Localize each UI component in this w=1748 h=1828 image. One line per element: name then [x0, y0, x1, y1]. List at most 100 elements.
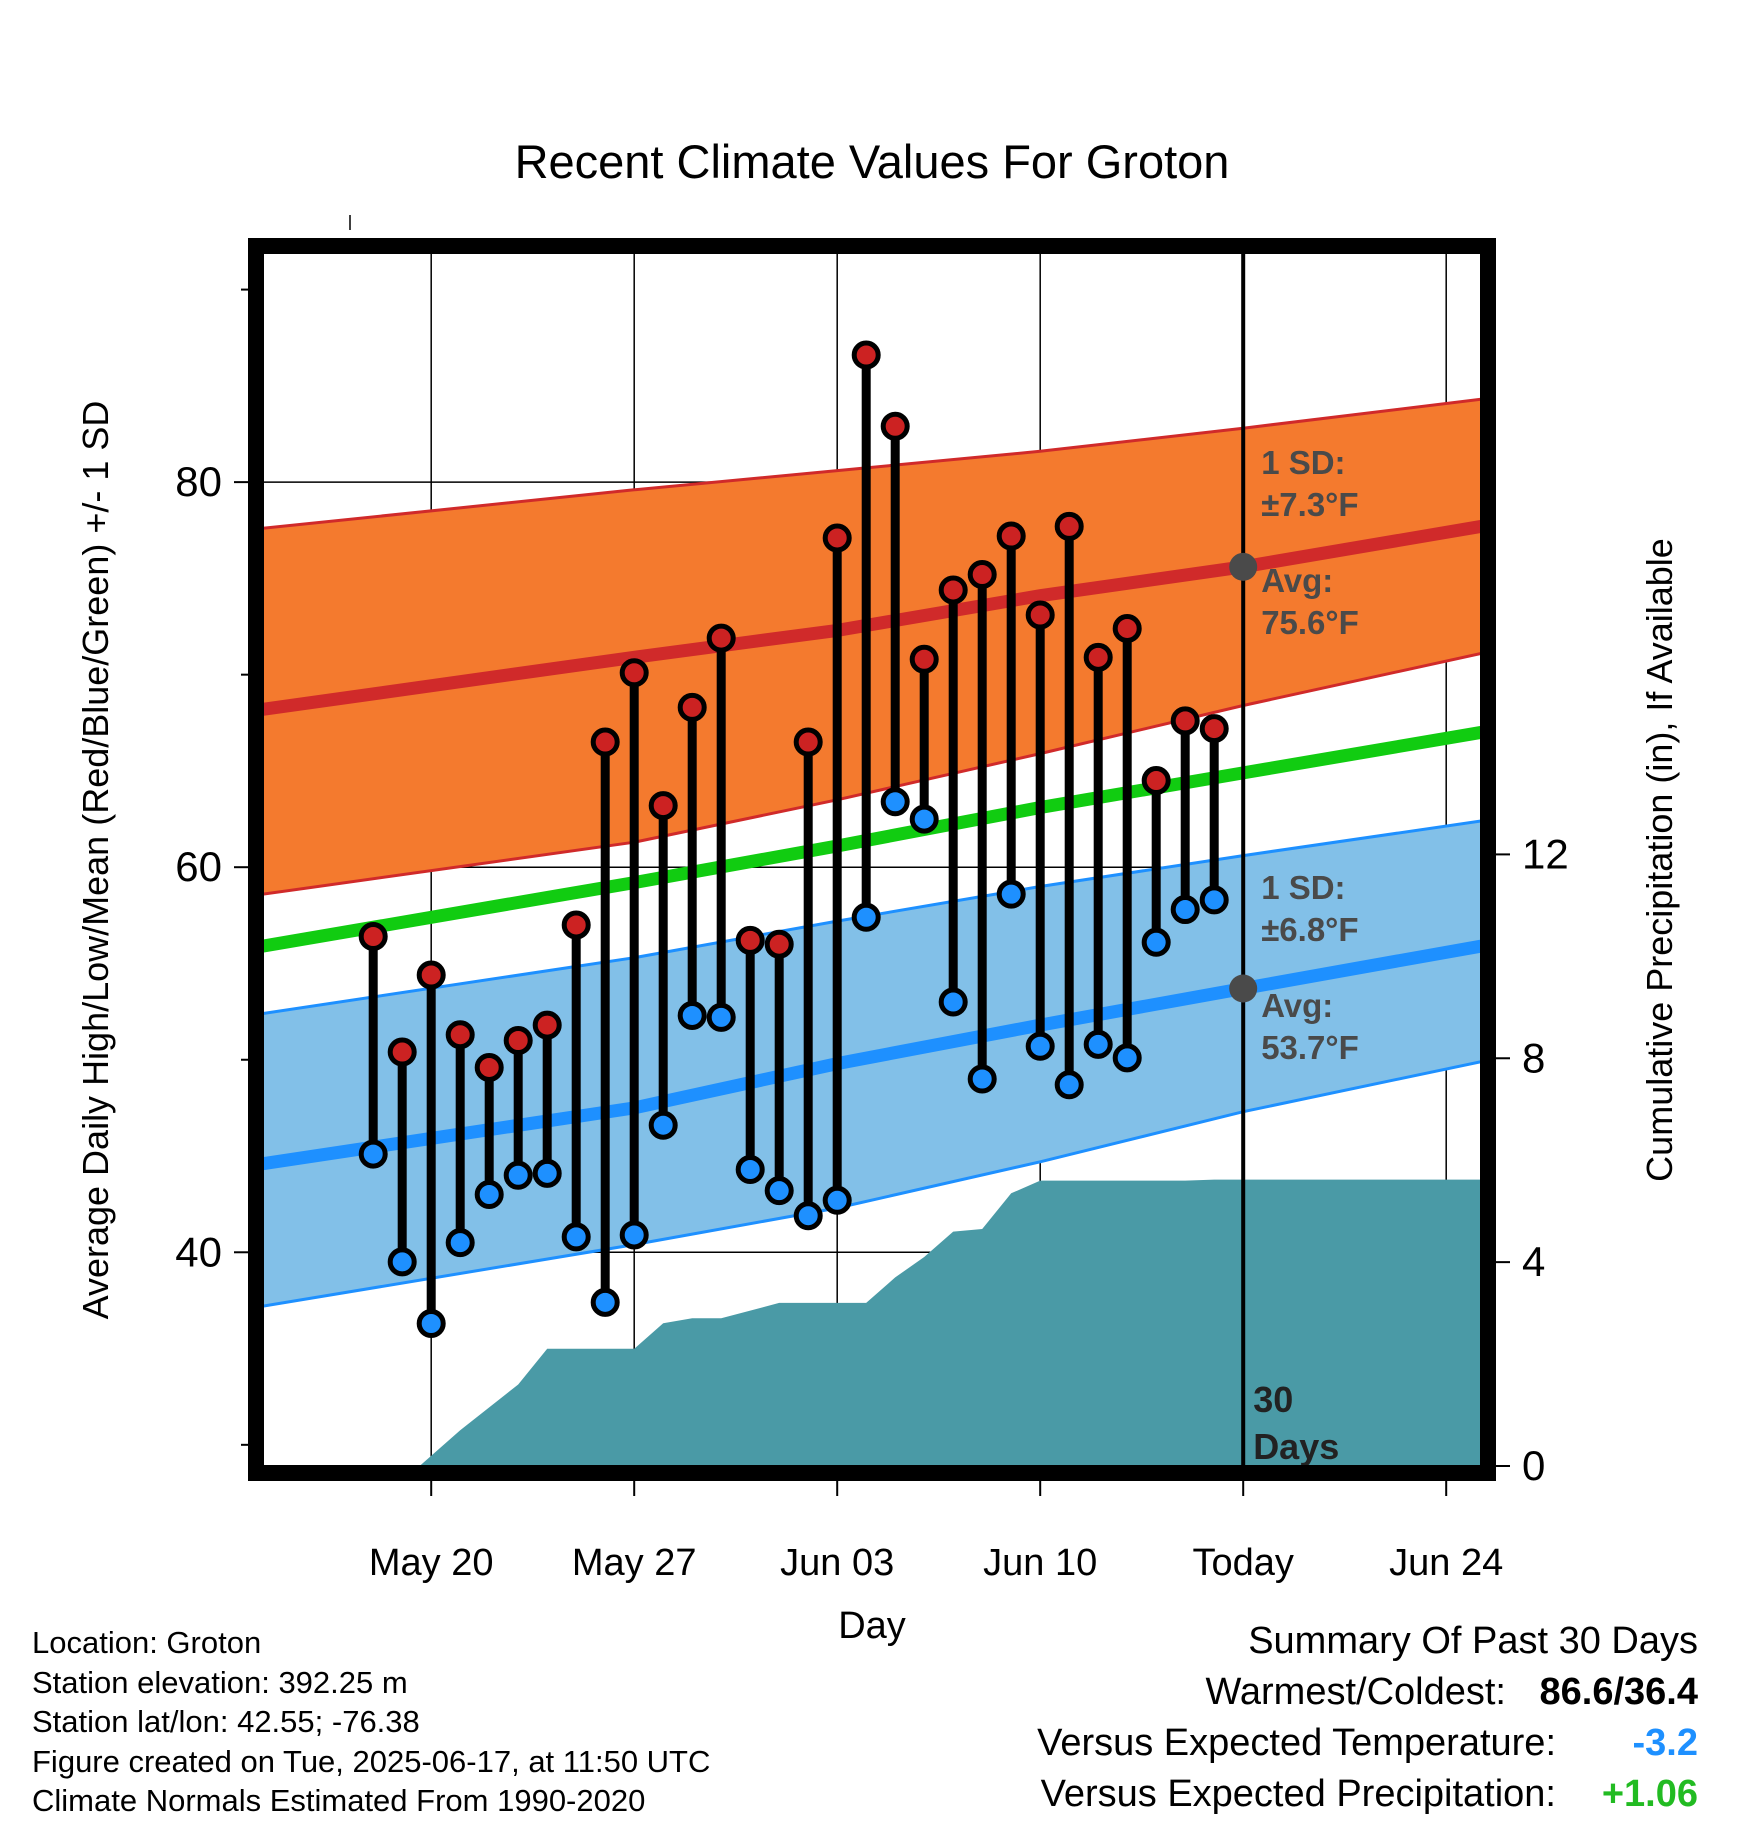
y2-tick-label-1: 4: [1522, 1238, 1545, 1285]
daily-high-point-11: [677, 692, 707, 722]
normals-text: Climate Normals Estimated From 1990-2020: [32, 1783, 646, 1818]
mean-avg-line: [263, 725, 1481, 953]
daily-high-point-12: [706, 623, 736, 653]
summary-panel: Summary Of Past 30 Days Warmest/Coldest:…: [1037, 1616, 1698, 1820]
x-tick-label-2: Jun 03: [780, 1542, 894, 1584]
high-sd-upper-line: [263, 397, 1481, 530]
daily-high-point-27: [1141, 766, 1171, 796]
daily-high-point-13: [735, 925, 765, 955]
daily-high-point-6: [532, 1010, 562, 1040]
daily-high-point-10: [648, 791, 678, 821]
daily-high-point-28: [1170, 706, 1200, 736]
daily-high-point-14: [764, 929, 794, 959]
precip-area: [419, 1179, 1481, 1466]
daily-low-point-13: [735, 1154, 765, 1184]
daily-low-point-11: [677, 1000, 707, 1030]
daily-low-point-2: [416, 1309, 446, 1339]
daily-low-point-26: [1112, 1043, 1142, 1073]
daily-low-point-10: [648, 1110, 678, 1140]
y2-tick-label-3: 12: [1522, 830, 1569, 877]
y-tick-label-0: 40: [175, 1228, 222, 1275]
daily-low-point-3: [445, 1228, 475, 1258]
daily-low-point-5: [503, 1160, 533, 1190]
warm-cold-label: Warmest/Coldest:: [1205, 1671, 1506, 1713]
high-avg-marker: [1229, 552, 1258, 581]
daily-high-point-5: [503, 1025, 533, 1055]
daily-high-point-22: [996, 521, 1026, 551]
daily-low-point-15: [793, 1201, 823, 1231]
warm-cold-value: 86.6/36.4: [1539, 1671, 1698, 1713]
daily-high-point-29: [1199, 714, 1229, 744]
created-text: Figure created on Tue, 2025-06-17, at 11…: [32, 1743, 711, 1779]
daily-high-point-17: [851, 340, 881, 370]
daily-high-point-15: [793, 727, 823, 757]
high-avg-line: [263, 519, 1481, 716]
x-tick-label-0: May 20: [369, 1542, 494, 1584]
x-tick-label-5: Jun 24: [1389, 1542, 1503, 1584]
daily-low-point-29: [1199, 885, 1229, 915]
high-sd-label: 1 SD:: [1261, 444, 1345, 481]
daily-low-point-7: [561, 1222, 591, 1252]
low-sd-value: ±6.8°F: [1261, 911, 1358, 948]
daily-low-point-16: [822, 1185, 852, 1215]
low-avg-marker: [1229, 974, 1258, 1003]
temp-anomaly-value: -3.2: [1632, 1722, 1698, 1764]
daily-high-point-19: [909, 644, 939, 674]
daily-low-point-1: [387, 1247, 417, 1277]
low-avg-value: 53.7°F: [1261, 1029, 1359, 1066]
high-avg-label: Avg:: [1261, 562, 1333, 599]
daily-low-point-21: [967, 1064, 997, 1094]
x-axis-label: Day: [838, 1605, 906, 1647]
latlon-text: Station lat/lon: 42.55; -76.38: [32, 1704, 420, 1739]
daily-high-point-16: [822, 523, 852, 553]
high-avg-value: 75.6°F: [1261, 604, 1359, 641]
daily-high-point-0: [358, 922, 388, 952]
daily-high-point-4: [474, 1052, 504, 1082]
daily-low-point-9: [619, 1220, 649, 1250]
daily-high-point-20: [938, 575, 968, 605]
daily-low-point-4: [474, 1180, 504, 1210]
days-unit-label: Days: [1253, 1426, 1339, 1467]
daily-low-point-17: [851, 902, 881, 932]
daily-high-point-3: [445, 1020, 475, 1050]
daily-high-point-25: [1083, 642, 1113, 672]
daily-high-point-9: [619, 658, 649, 688]
plot-frame: [248, 238, 1496, 1481]
summary-precip: Versus Expected Precipitation: +1.06: [1037, 1769, 1698, 1820]
y2-tick-label-0: 0: [1522, 1442, 1545, 1489]
temp-anomaly-label: Versus Expected Temperature:: [1037, 1722, 1556, 1764]
x-tick-label-4: Today: [1192, 1542, 1293, 1584]
daily-high-point-26: [1112, 613, 1142, 643]
y-tick-label-2: 80: [175, 458, 222, 505]
daily-high-point-23: [1025, 600, 1055, 630]
location-text: Location: Groton: [32, 1625, 262, 1660]
daily-low-point-27: [1141, 927, 1171, 957]
daily-low-point-24: [1054, 1070, 1084, 1100]
daily-low-point-6: [532, 1158, 562, 1188]
daily-high-point-1: [387, 1037, 417, 1067]
daily-high-point-2: [416, 960, 446, 990]
y2-tick-label-2: 8: [1522, 1034, 1545, 1081]
high-sd-band: [263, 399, 1481, 895]
summary-header: Summary Of Past 30 Days: [1248, 1620, 1698, 1662]
daily-low-point-28: [1170, 895, 1200, 925]
daily-low-point-0: [358, 1139, 388, 1169]
daily-low-point-18: [880, 787, 910, 817]
daily-low-point-14: [764, 1176, 794, 1206]
x-tick-label-3: Jun 10: [983, 1542, 1097, 1584]
summary-temp: Versus Expected Temperature: -3.2: [1037, 1718, 1698, 1769]
daily-high-point-21: [967, 560, 997, 590]
elevation-text: Station elevation: 392.25 m: [32, 1664, 408, 1700]
chart-title: Recent Climate Values For Groton: [515, 135, 1230, 188]
low-avg-label: Avg:: [1261, 987, 1333, 1024]
daily-low-point-19: [909, 804, 939, 834]
daily-low-point-12: [706, 1002, 736, 1032]
low-sd-label: 1 SD:: [1261, 869, 1345, 906]
summary-warm-cold: Warmest/Coldest: 86.6/36.4: [1037, 1667, 1698, 1718]
daily-high-point-8: [590, 727, 620, 757]
station-info: Location: Groton Station elevation: 392.…: [32, 1623, 710, 1821]
y-tick-label-1: 60: [175, 843, 222, 890]
high-sd-value: ±7.3°F: [1261, 486, 1358, 523]
days-count-label: 30: [1253, 1379, 1293, 1420]
